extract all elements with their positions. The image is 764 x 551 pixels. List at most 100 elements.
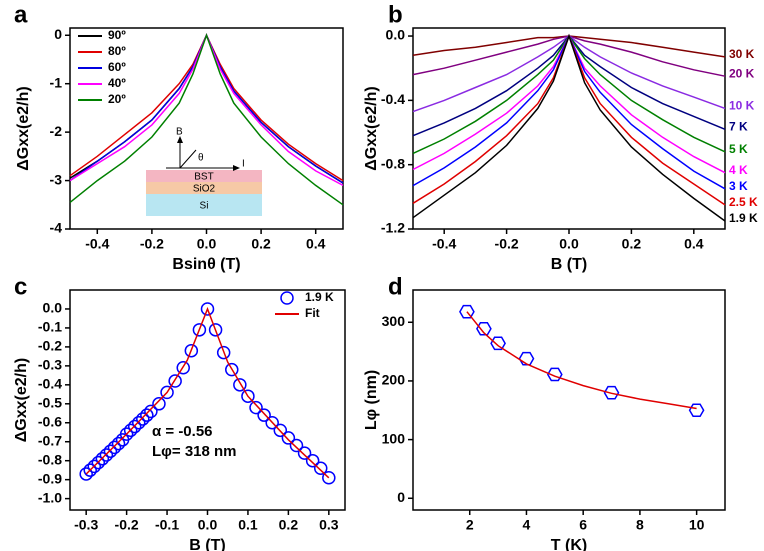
x-tick-label: -0.2 bbox=[495, 236, 519, 252]
legend-label: 40º bbox=[108, 76, 126, 90]
plots: -0.4 -0.2 0.0 0.2 0.4 0 -1 -2 -3 -4 a Bsinθ (T) ΔGxx… bbox=[13, 1, 758, 551]
x-axis-label: B (T) bbox=[189, 537, 225, 551]
data-point bbox=[297, 446, 312, 460]
y-tick-label: -3 bbox=[50, 171, 63, 187]
x-tick-label: 6 bbox=[579, 517, 587, 533]
bst-layer bbox=[146, 170, 262, 182]
y-tick-label: 100 bbox=[382, 430, 406, 446]
data-point bbox=[257, 408, 271, 422]
data-point bbox=[192, 323, 207, 337]
y-tick-label: 300 bbox=[382, 313, 406, 329]
legend-label: 80º bbox=[108, 44, 126, 58]
y-tick-label: -0.3 bbox=[38, 357, 62, 373]
inset-label: I bbox=[242, 159, 245, 170]
data-point bbox=[490, 336, 506, 351]
y-tick-label: -1.2 bbox=[381, 220, 405, 236]
y-axis-label: Lφ (nm) bbox=[363, 370, 380, 430]
y-axis-label: ΔGxx(e2/h) bbox=[13, 358, 30, 442]
panel-label: a bbox=[14, 1, 28, 28]
inset-label: BST bbox=[194, 172, 213, 183]
x-tick-label: 0.0 bbox=[197, 236, 217, 252]
data-point bbox=[233, 378, 247, 392]
data-point bbox=[313, 461, 328, 476]
data-point bbox=[603, 385, 620, 400]
annotation: Lφ= 318 nm bbox=[152, 443, 237, 460]
data-point bbox=[289, 438, 304, 453]
data-line bbox=[412, 34, 726, 137]
data-point bbox=[476, 321, 492, 336]
data-line bbox=[412, 35, 726, 77]
data-point bbox=[273, 423, 288, 438]
legend-label: 60º bbox=[108, 60, 126, 74]
data-point bbox=[107, 440, 122, 455]
x-tick-label: 0.2 bbox=[251, 236, 271, 252]
data-line bbox=[412, 34, 726, 174]
panel-label: d bbox=[388, 273, 403, 300]
y-tick-label: 200 bbox=[382, 372, 406, 388]
data-point bbox=[184, 343, 199, 358]
data-point bbox=[688, 403, 705, 418]
data-point bbox=[79, 467, 93, 481]
data-point bbox=[140, 408, 154, 422]
legend-label: 20º bbox=[108, 92, 126, 106]
curve-label: 1.9 K bbox=[729, 211, 758, 225]
inset-schematic: B θ I BST SiO2 Si bbox=[146, 127, 262, 216]
x-tick-label: -0.3 bbox=[74, 517, 98, 533]
x-tick-label: 2 bbox=[466, 517, 474, 533]
data-point bbox=[132, 416, 146, 430]
data-point bbox=[99, 448, 114, 462]
y-tick-label: 0 bbox=[397, 489, 405, 505]
y-tick-label: -0.8 bbox=[381, 155, 405, 171]
plot-frame bbox=[69, 289, 346, 511]
inset-label: B bbox=[176, 127, 183, 138]
data-point bbox=[111, 436, 126, 451]
data-point bbox=[546, 367, 563, 382]
x-tick-label: 4 bbox=[523, 517, 531, 533]
x-tick-label: 0.2 bbox=[279, 517, 299, 533]
data-point bbox=[249, 400, 263, 415]
data-point bbox=[91, 455, 106, 470]
panel-label: c bbox=[14, 273, 27, 300]
data-point bbox=[176, 361, 190, 375]
data-line bbox=[412, 34, 726, 190]
legend-label: Fit bbox=[305, 306, 320, 320]
data-line bbox=[412, 35, 726, 58]
y-tick-label: -0.5 bbox=[38, 394, 62, 410]
x-tick-label: -0.4 bbox=[432, 236, 456, 252]
x-axis-label: T (K) bbox=[551, 537, 587, 551]
curve-label: 4 K bbox=[729, 163, 748, 177]
data-point bbox=[518, 351, 535, 366]
x-tick-label: -0.1 bbox=[155, 517, 179, 533]
data-line bbox=[69, 33, 344, 206]
y-tick-label: -0.2 bbox=[38, 338, 62, 354]
y-tick-label: -0.4 bbox=[381, 91, 405, 107]
x-tick-label: 0.3 bbox=[319, 517, 339, 533]
x-tick-label: 0.2 bbox=[622, 236, 642, 252]
x-tick-label: 8 bbox=[636, 517, 644, 533]
x-tick-label: 0.0 bbox=[559, 236, 579, 252]
data-line bbox=[412, 33, 726, 206]
data-point bbox=[83, 463, 97, 477]
data-point bbox=[216, 345, 231, 360]
x-tick-label: 0.0 bbox=[198, 517, 218, 533]
data-point bbox=[103, 444, 118, 458]
y-tick-label: -0.4 bbox=[38, 376, 62, 392]
curve-label: 3 K bbox=[729, 179, 748, 193]
data-line bbox=[85, 306, 330, 479]
sio2-layer bbox=[146, 182, 262, 194]
data-point bbox=[265, 416, 279, 430]
curve-label: 7 K bbox=[729, 119, 748, 133]
x-tick-label: 0.1 bbox=[238, 517, 258, 533]
data-point bbox=[168, 374, 182, 388]
y-tick-label: 0.0 bbox=[43, 300, 63, 316]
data-point bbox=[123, 423, 138, 438]
data-point bbox=[208, 323, 223, 337]
legend-label: 90º bbox=[108, 28, 126, 42]
data-line bbox=[466, 311, 697, 410]
curve-label: 30 K bbox=[729, 47, 755, 61]
data-point bbox=[136, 412, 150, 426]
data-line bbox=[412, 35, 726, 113]
y-axis-label: ΔGxx(e2/h) bbox=[15, 86, 32, 170]
data-point bbox=[144, 404, 158, 419]
curve-label: 5 K bbox=[729, 142, 748, 156]
